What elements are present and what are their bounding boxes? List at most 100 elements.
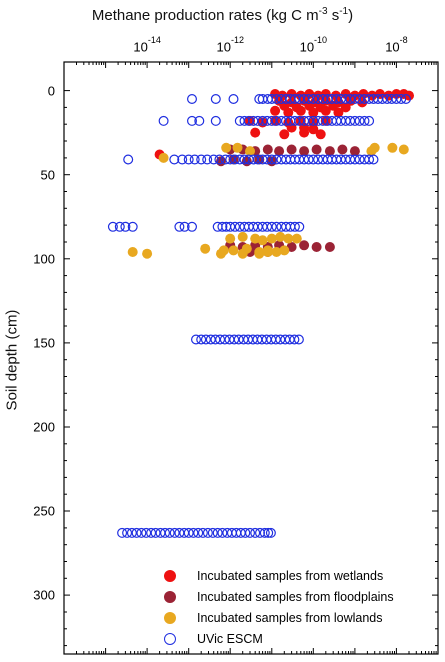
axis-ticks xyxy=(63,62,439,654)
data-point xyxy=(123,154,134,165)
data-point xyxy=(364,115,375,126)
data-points xyxy=(107,89,414,538)
data-point xyxy=(265,527,276,538)
legend-label: Incubated samples from wetlands xyxy=(197,569,384,583)
data-point xyxy=(122,527,133,538)
data-point xyxy=(210,93,221,104)
data-point xyxy=(266,93,277,104)
data-point xyxy=(349,115,360,126)
data-point xyxy=(183,154,194,165)
data-point xyxy=(196,154,207,165)
data-point xyxy=(286,144,297,155)
legend-label: Incubated samples from floodplains xyxy=(197,590,394,604)
data-point xyxy=(401,93,412,104)
data-point xyxy=(266,233,277,244)
data-point xyxy=(271,247,282,257)
data-point xyxy=(333,107,344,118)
data-point xyxy=(193,527,204,538)
data-point xyxy=(303,154,314,165)
x-tick-label: 10-10 xyxy=(299,35,328,55)
data-point xyxy=(187,93,198,104)
data-point xyxy=(295,105,306,116)
series-uvic-escm xyxy=(107,93,412,538)
data-point xyxy=(299,127,310,138)
data-point xyxy=(208,154,219,165)
data-point xyxy=(340,102,351,113)
data-point xyxy=(396,93,407,104)
data-point xyxy=(262,247,273,257)
data-point xyxy=(225,154,236,165)
y-tick-label: 100 xyxy=(33,251,55,267)
data-point xyxy=(210,115,221,126)
data-point xyxy=(131,527,142,538)
data-point xyxy=(359,115,370,126)
data-point xyxy=(177,154,188,165)
data-point xyxy=(187,221,198,232)
data-point xyxy=(187,115,198,126)
data-point xyxy=(289,221,300,232)
data-point xyxy=(230,154,241,165)
data-point xyxy=(271,221,282,232)
data-point xyxy=(216,248,226,259)
data-point xyxy=(311,144,322,155)
data-point xyxy=(136,527,147,538)
data-point xyxy=(274,146,285,157)
data-point xyxy=(289,334,300,345)
data-point xyxy=(303,115,314,126)
data-point xyxy=(164,527,175,538)
data-point xyxy=(214,154,225,165)
data-point xyxy=(303,93,314,104)
data-point xyxy=(263,527,274,538)
data-point xyxy=(179,221,190,232)
data-point xyxy=(349,154,360,165)
data-point xyxy=(349,93,360,104)
x-tick-label: 10-8 xyxy=(385,35,408,55)
data-point xyxy=(313,154,324,165)
data-point xyxy=(200,243,211,254)
data-point xyxy=(368,154,379,165)
data-point xyxy=(126,527,137,538)
y-tick-label: 150 xyxy=(33,335,55,351)
data-point xyxy=(245,146,255,157)
data-point xyxy=(196,334,207,345)
data-point xyxy=(283,107,294,118)
y-tick-label: 300 xyxy=(33,587,55,603)
data-point xyxy=(398,144,409,155)
legend-marker-filled-circle xyxy=(164,570,176,582)
data-point xyxy=(225,221,236,232)
x-tick-label: 10-12 xyxy=(216,35,244,55)
data-point xyxy=(271,115,282,126)
data-point xyxy=(324,242,335,252)
legend-marker-filled-circle xyxy=(164,591,176,603)
data-point xyxy=(291,233,302,244)
data-point xyxy=(266,154,277,165)
data-point xyxy=(225,233,236,244)
data-point xyxy=(228,93,239,104)
data-point xyxy=(270,334,281,345)
data-point xyxy=(266,115,277,126)
legend-marker-filled-circle xyxy=(164,612,176,624)
data-point xyxy=(270,105,281,116)
data-point xyxy=(250,127,261,138)
data-point xyxy=(245,527,256,538)
y-tick-label: 50 xyxy=(40,167,55,183)
data-point xyxy=(387,142,398,153)
data-point xyxy=(240,527,251,538)
data-point xyxy=(237,248,248,259)
data-point xyxy=(293,334,304,345)
data-point xyxy=(386,93,397,104)
data-point xyxy=(127,221,138,232)
data-point xyxy=(354,154,365,165)
data-point xyxy=(189,154,200,165)
data-point xyxy=(299,240,310,251)
data-point xyxy=(354,115,365,126)
data-point xyxy=(254,248,265,259)
data-point xyxy=(354,93,365,104)
data-point xyxy=(197,527,208,538)
data-point xyxy=(194,115,205,126)
data-point xyxy=(279,129,290,140)
data-point xyxy=(262,144,273,155)
data-point xyxy=(294,221,305,232)
